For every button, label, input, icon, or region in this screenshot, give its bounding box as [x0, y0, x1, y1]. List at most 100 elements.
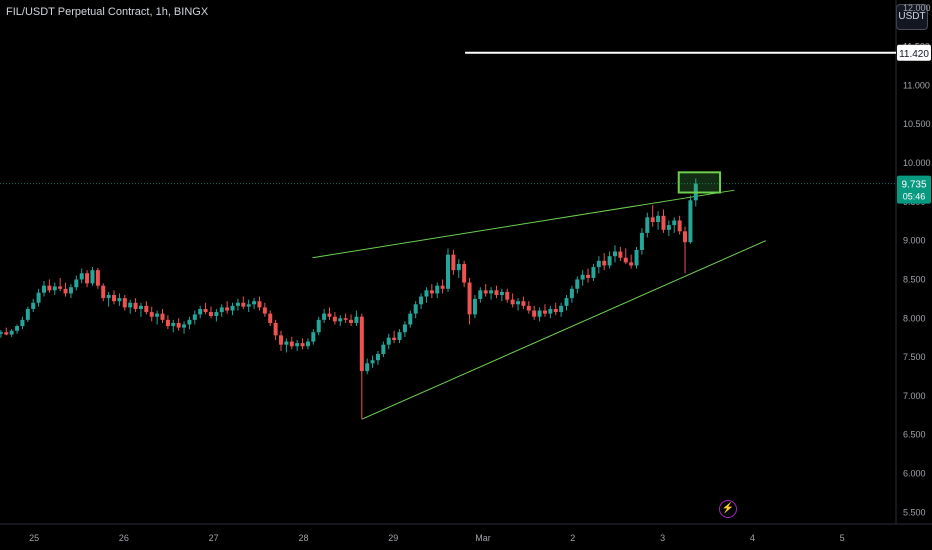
y-tick-label: 9.000 [903, 236, 926, 246]
candle [133, 302, 138, 309]
candle [650, 217, 655, 223]
candle [106, 294, 111, 299]
candle [300, 343, 305, 347]
x-tick-label: 3 [660, 533, 665, 543]
candle [375, 353, 380, 361]
y-tick-label: 8.000 [903, 313, 926, 323]
candle [564, 298, 569, 306]
candle [629, 262, 634, 266]
candle [521, 301, 526, 306]
candle [429, 290, 434, 294]
candle [58, 286, 63, 289]
x-tick-label: 26 [119, 533, 129, 543]
candle [176, 322, 181, 328]
x-tick-label: 25 [29, 533, 39, 543]
candle [279, 335, 284, 345]
candle [467, 282, 472, 315]
candle [612, 251, 617, 257]
candle [252, 301, 257, 305]
candle [607, 256, 612, 266]
candle [580, 274, 585, 280]
candle [489, 290, 494, 294]
candle [602, 260, 607, 266]
candle [343, 318, 348, 320]
candle [683, 231, 688, 243]
candle [661, 215, 666, 230]
current-price-label: 9.735 [901, 180, 926, 191]
candle [95, 270, 100, 286]
trendline-upper [312, 189, 735, 259]
candle [47, 285, 52, 291]
candle [462, 263, 467, 283]
candle [160, 313, 165, 320]
candle [20, 319, 25, 327]
candle [483, 290, 488, 294]
candle [198, 308, 203, 315]
candle [31, 302, 36, 309]
candle [155, 313, 160, 317]
candle [591, 267, 596, 278]
key-level-label: 11.420 [899, 49, 929, 60]
candle [451, 254, 456, 271]
candle [41, 285, 46, 293]
candle-countdown-label: 05:46 [903, 192, 926, 202]
candle [305, 341, 310, 347]
candle [354, 316, 359, 323]
candle [446, 254, 450, 289]
candle [381, 344, 386, 354]
y-tick-label: 6.000 [903, 469, 926, 479]
y-tick-label: 7.500 [903, 352, 926, 362]
candle [499, 291, 504, 295]
current-price-label-bg [897, 175, 931, 204]
candle [623, 257, 628, 263]
candle [171, 322, 176, 327]
candle [262, 307, 267, 314]
candle [505, 291, 510, 300]
candle [138, 305, 143, 309]
candle [419, 296, 424, 305]
candle [413, 304, 418, 314]
candle [634, 249, 639, 266]
candle [688, 200, 693, 243]
candle [559, 305, 564, 313]
candle [537, 310, 542, 317]
candle [68, 287, 73, 294]
candle [289, 341, 294, 347]
candle [472, 298, 477, 315]
candle [235, 302, 240, 306]
candle [526, 305, 531, 311]
candle [494, 290, 499, 295]
x-tick-label: 28 [298, 533, 308, 543]
chart-title: FIL/USDT Perpetual Contract, 1h, BINGX [6, 6, 209, 18]
candle [322, 313, 327, 320]
x-tick-label: 29 [388, 533, 398, 543]
candle [257, 301, 262, 308]
x-tick-label: 4 [750, 533, 755, 543]
candle [101, 285, 106, 299]
candle [575, 279, 580, 289]
y-tick-label: 10.500 [903, 119, 931, 129]
y-tick-label: 10.000 [903, 158, 931, 168]
flash-event-icon[interactable]: ⚡ [719, 500, 737, 518]
candle [52, 286, 57, 291]
candle [295, 343, 300, 347]
candle [273, 322, 278, 336]
candle [532, 310, 537, 317]
candle [365, 363, 370, 372]
candle [112, 294, 117, 302]
candle [666, 225, 671, 230]
candle [230, 305, 235, 311]
candle [370, 360, 375, 364]
candle [332, 316, 337, 322]
candle [144, 305, 149, 313]
y-tick-label: 11.000 [903, 80, 930, 90]
candle [63, 288, 68, 294]
candle [327, 313, 332, 317]
trendline-lower [361, 240, 767, 420]
candle [359, 316, 364, 372]
candle [569, 288, 574, 299]
candle [338, 318, 343, 322]
currency-button[interactable]: USDT [896, 4, 928, 30]
candle [182, 324, 187, 328]
